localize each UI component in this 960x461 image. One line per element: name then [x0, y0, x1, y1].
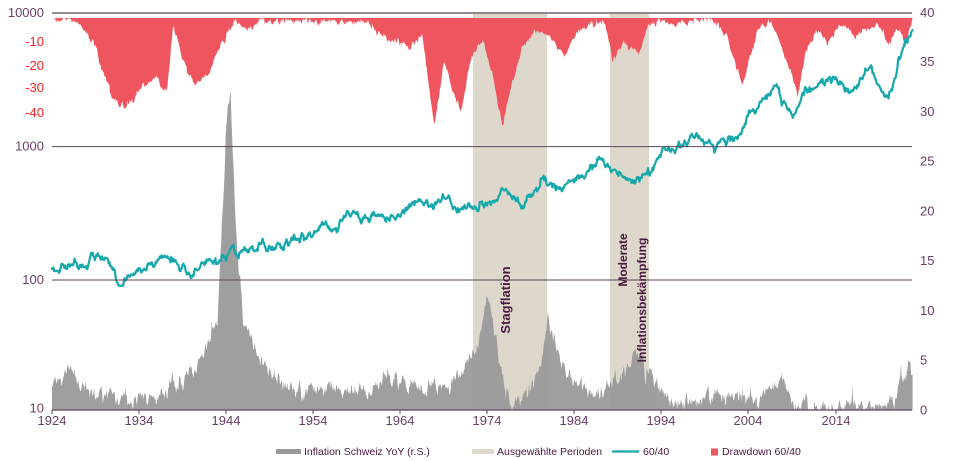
svg-text:5: 5: [920, 353, 927, 368]
svg-text:0: 0: [920, 402, 927, 417]
svg-text:-30: -30: [25, 80, 44, 95]
svg-text:20: 20: [920, 203, 934, 218]
svg-text:10: 10: [920, 303, 934, 318]
svg-text:Ausgewählte Perioden: Ausgewählte Perioden: [497, 446, 602, 458]
svg-text:1954: 1954: [299, 413, 328, 428]
svg-text:-20: -20: [25, 58, 44, 73]
svg-text:1984: 1984: [560, 413, 589, 428]
svg-text:15: 15: [920, 253, 934, 268]
svg-text:1974: 1974: [473, 413, 502, 428]
svg-text:1934: 1934: [125, 413, 154, 428]
svg-text:60/40: 60/40: [643, 446, 669, 458]
svg-text:1000: 1000: [15, 139, 44, 154]
svg-text:1964: 1964: [386, 413, 415, 428]
svg-text:Drawdown 60/40: Drawdown 60/40: [722, 446, 801, 458]
svg-text:40: 40: [920, 5, 934, 20]
svg-text:100: 100: [22, 272, 44, 287]
svg-text:1944: 1944: [212, 413, 241, 428]
svg-text:35: 35: [920, 54, 934, 69]
svg-text:2014: 2014: [822, 413, 851, 428]
svg-text:-40: -40: [25, 105, 44, 120]
svg-text:25: 25: [920, 154, 934, 169]
svg-text:Inflationsbekämpfung: Inflationsbekämpfung: [635, 238, 649, 363]
svg-text:1994: 1994: [647, 413, 676, 428]
svg-text:1924: 1924: [38, 413, 67, 428]
svg-text:2004: 2004: [734, 413, 763, 428]
svg-text:Stagflation: Stagflation: [498, 266, 513, 333]
svg-text:10000: 10000: [8, 5, 44, 20]
svg-text:Inflation Schweiz YoY (r.S.): Inflation Schweiz YoY (r.S.): [304, 446, 430, 458]
svg-text:30: 30: [920, 104, 934, 119]
svg-text:Moderate: Moderate: [616, 233, 630, 287]
svg-text:-10: -10: [25, 34, 44, 49]
